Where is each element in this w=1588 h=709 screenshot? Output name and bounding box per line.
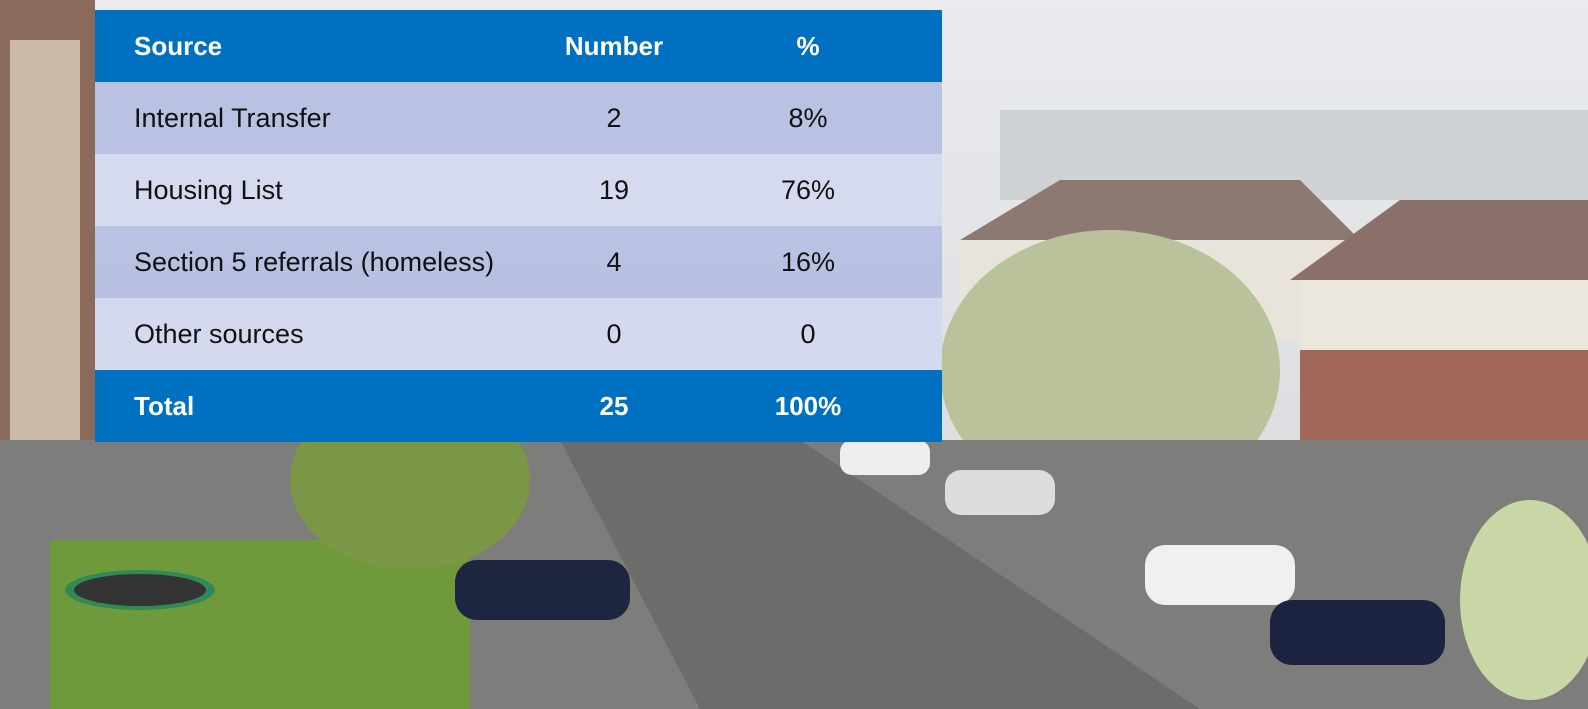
total-row: Total 25 100%	[95, 370, 942, 442]
table-row: Other sources 0 0	[95, 298, 942, 370]
table-cell: 100%	[674, 370, 942, 442]
source-table: Source Number% Internal Transfer 2 8% Housing…	[95, 10, 942, 442]
table-cell: Section 5 referrals (homeless)	[95, 226, 554, 298]
table-row: Section 5 referrals (homeless) 4 16%	[95, 226, 942, 298]
table-cell: 19	[554, 154, 674, 226]
table-cell: %	[674, 10, 942, 82]
table-cell: 8%	[674, 82, 942, 154]
table-cell: 2	[554, 82, 674, 154]
table-cell: 4	[554, 226, 674, 298]
table-cell: Other sources	[95, 298, 554, 370]
table-cell: 0	[674, 298, 942, 370]
table-row: Housing List 19 76%	[95, 154, 942, 226]
table-cell: 25	[554, 370, 674, 442]
table-row: Internal Transfer 2 8%	[95, 82, 942, 154]
header-row: Source Number%	[95, 10, 942, 82]
table-cell: Housing List	[95, 154, 554, 226]
table-cell: Source	[95, 10, 554, 82]
table-cell: Internal Transfer	[95, 82, 554, 154]
table-cell: 76%	[674, 154, 942, 226]
table-cell: 0	[554, 298, 674, 370]
table-cell: Total	[95, 370, 554, 442]
table-cell: Number	[554, 10, 674, 82]
table-cell: 16%	[674, 226, 942, 298]
